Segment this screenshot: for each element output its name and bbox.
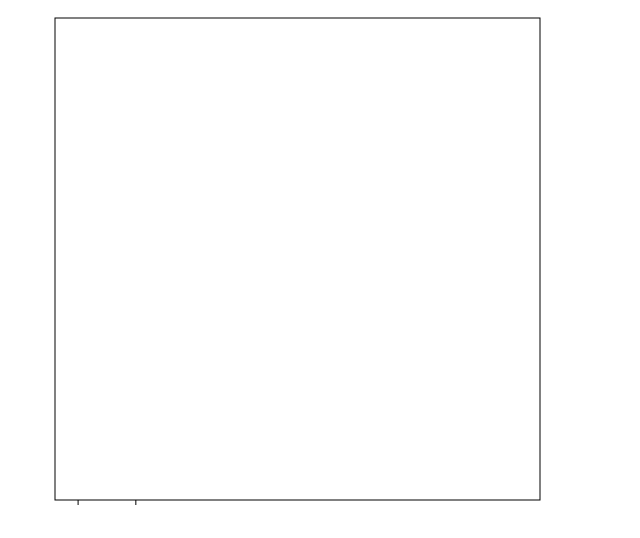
scatter-chart [0, 0, 640, 538]
plot-area [55, 18, 540, 500]
